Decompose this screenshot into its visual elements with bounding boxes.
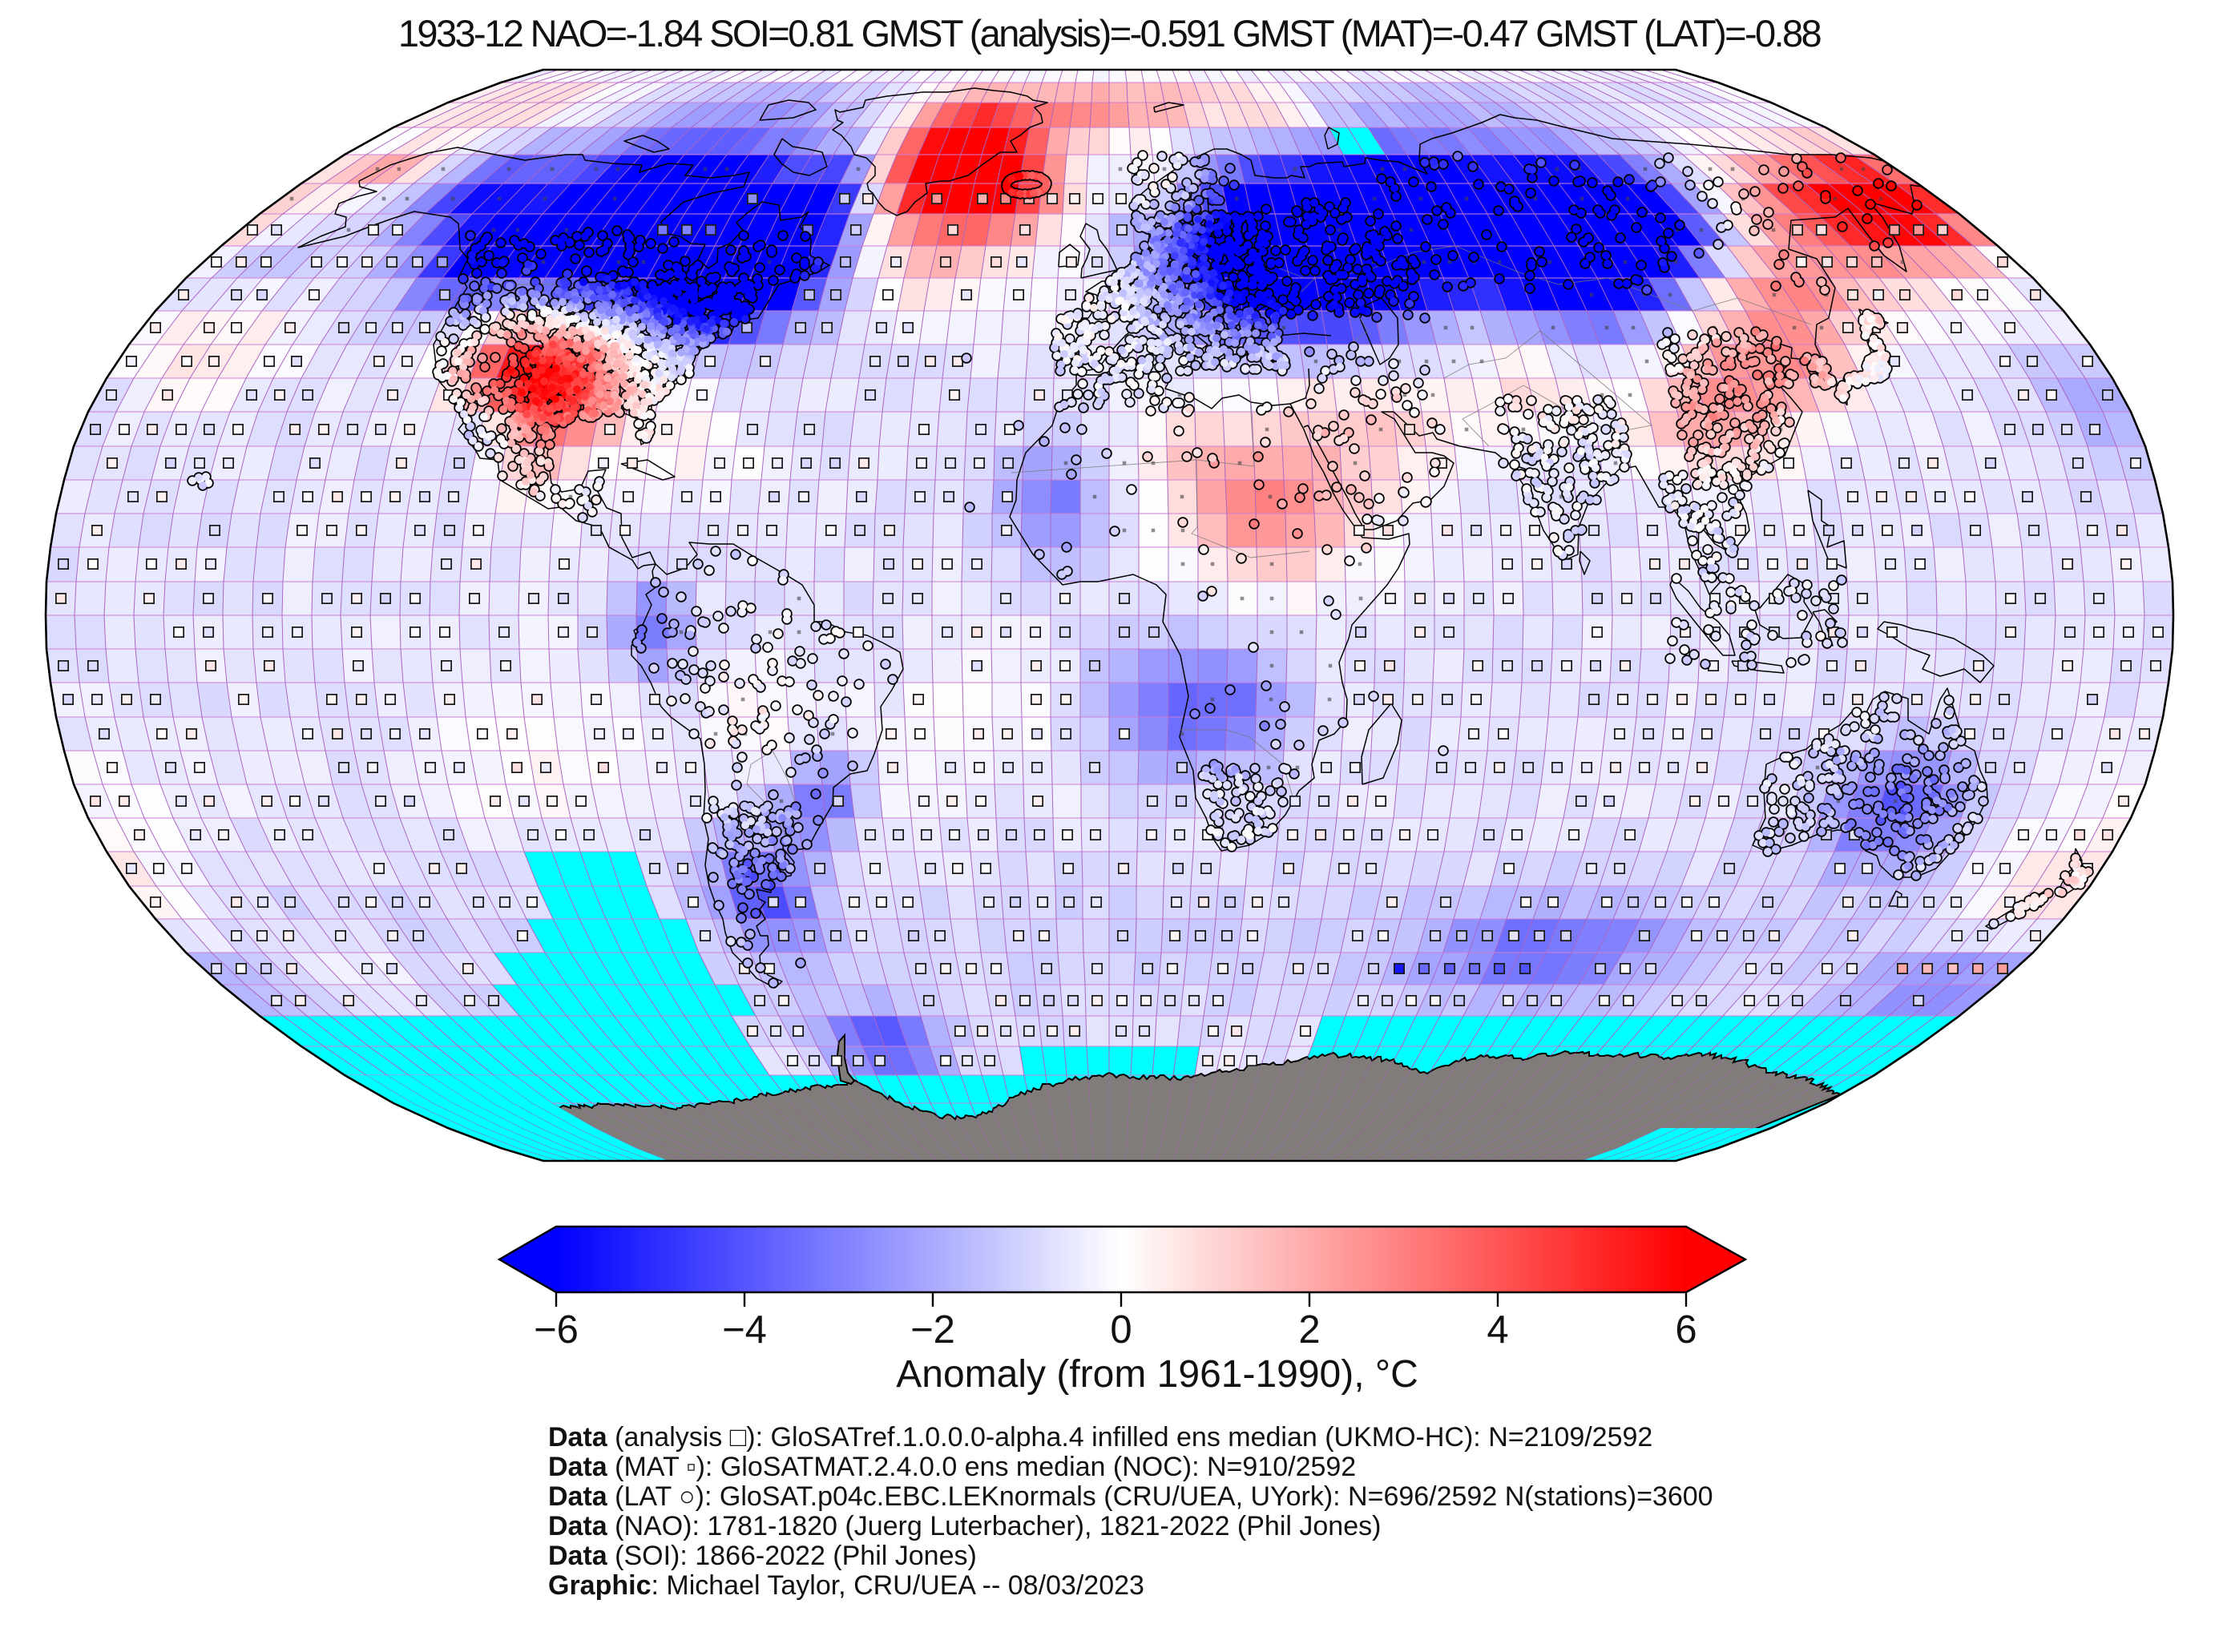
svg-text:Data (NAO): 1781-1820 (Juerg L: Data (NAO): 1781-1820 (Juerg Luterbacher…	[548, 1511, 1381, 1541]
svg-text:Anomaly (from 1961-1990), °C: Anomaly (from 1961-1990), °C	[896, 1353, 1418, 1396]
svg-text:Data (LAT ○): GloSAT.p04c.EBC.: Data (LAT ○): GloSAT.p04c.EBC.LEKnormals…	[548, 1481, 1713, 1512]
svg-text:6: 6	[1675, 1308, 1697, 1352]
svg-text:Data (analysis □): GloSATref.1: Data (analysis □): GloSATref.1.0.0.0-alp…	[548, 1422, 1652, 1453]
svg-text:−6: −6	[534, 1308, 579, 1352]
svg-text:Data (SOI): 1866-2022 (Phil Jo: Data (SOI): 1866-2022 (Phil Jones)	[548, 1541, 977, 1571]
svg-text:−4: −4	[722, 1308, 767, 1352]
svg-text:Graphic: Michael Taylor, CRU/U: Graphic: Michael Taylor, CRU/UEA -- 08/0…	[548, 1570, 1144, 1601]
svg-text:0: 0	[1110, 1308, 1132, 1352]
svg-text:2: 2	[1298, 1308, 1320, 1352]
svg-text:4: 4	[1487, 1308, 1508, 1352]
svg-text:Data (MAT ▫): GloSATMAT.2.4.0.: Data (MAT ▫): GloSATMAT.2.4.0.0 ens medi…	[548, 1452, 1356, 1482]
svg-text:1933-12 NAO=-1.84 SOI=0.81 GMS: 1933-12 NAO=-1.84 SOI=0.81 GMST (analysi…	[398, 12, 1822, 54]
svg-text:−2: −2	[910, 1308, 955, 1352]
